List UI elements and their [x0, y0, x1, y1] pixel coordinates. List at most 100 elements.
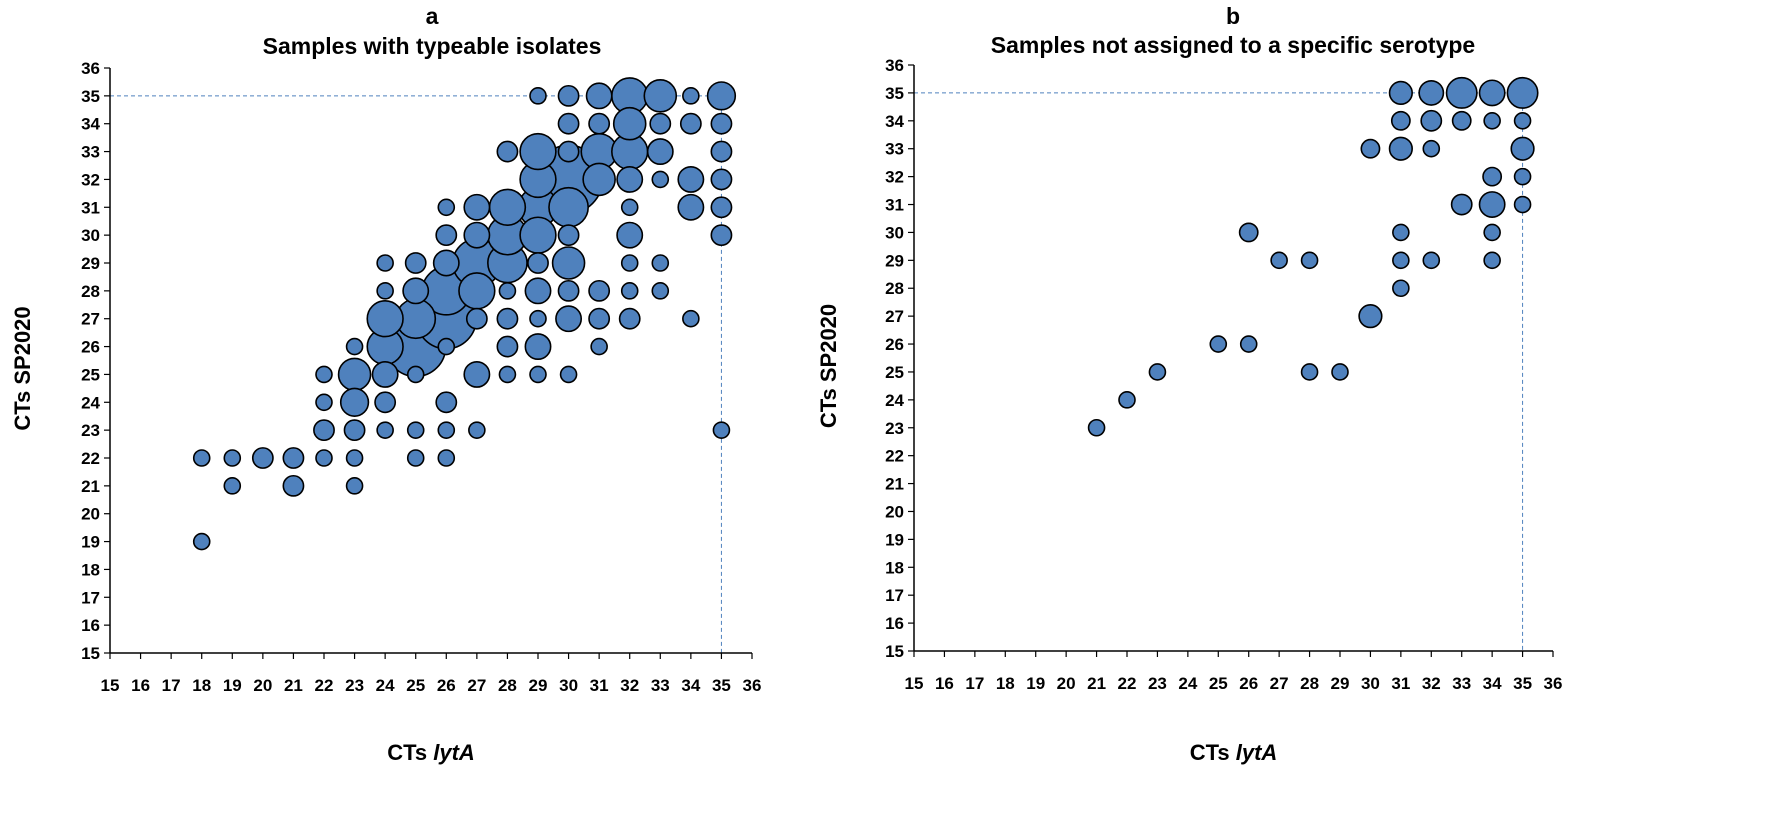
x-tick-label: 24 [1178, 674, 1197, 693]
y-tick-label: 24 [885, 391, 904, 410]
bubble-point [548, 186, 589, 228]
panel-label: a [426, 3, 439, 29]
x-tick-label: 27 [467, 676, 486, 695]
x-tick-label: 33 [651, 676, 670, 695]
bubble-point [282, 474, 305, 497]
bubble-point [710, 224, 733, 247]
x-tick-label: 18 [192, 676, 211, 695]
bubble-point [620, 254, 639, 272]
bubble-point [1478, 79, 1506, 107]
bubble-point [710, 112, 733, 135]
bubble-point [1087, 418, 1106, 437]
y-tick-label: 16 [885, 614, 904, 633]
x-tick-label: 17 [162, 676, 181, 695]
bubble-point [1388, 136, 1413, 161]
bubble-point [557, 224, 580, 247]
bubble-point [1392, 279, 1410, 298]
bubble-point [679, 112, 702, 135]
bubble-point [404, 252, 427, 274]
bubble-point [677, 193, 705, 221]
bubble-point [1483, 112, 1501, 130]
bubble-point [1513, 167, 1532, 186]
bubble-point [1483, 223, 1501, 242]
bubble-point [1239, 335, 1258, 353]
bubble-point [588, 307, 611, 330]
bubble-point [1418, 79, 1445, 106]
bubble-point [616, 165, 644, 193]
bubble-point [585, 82, 613, 110]
bubble-point [527, 252, 549, 274]
bubble-point [1510, 136, 1535, 161]
x-tick-label: 31 [1391, 674, 1410, 693]
bubble-point [559, 365, 578, 384]
bubble-point [588, 279, 611, 302]
bubble-point [406, 365, 425, 384]
y-tick-label: 23 [885, 419, 904, 438]
bubble-point [529, 365, 547, 384]
bubble-point [1483, 251, 1501, 270]
bubble-point [1422, 139, 1441, 158]
y-tick-label: 31 [885, 196, 904, 215]
panel-label: b [1226, 3, 1240, 29]
bubble-point [282, 447, 305, 469]
x-tick-label: 15 [905, 674, 924, 693]
chart-title: Samples not assigned to a specific serot… [991, 32, 1475, 58]
bubble-point [682, 87, 700, 105]
x-tick-label: 24 [376, 676, 395, 695]
bubble-point [498, 365, 517, 384]
y-tick-label: 34 [885, 112, 904, 131]
y-tick-label: 33 [81, 143, 100, 162]
bubble-point [643, 79, 678, 113]
y-tick-label: 36 [885, 56, 904, 75]
bubble-point [339, 387, 370, 417]
bubble-point [402, 277, 430, 305]
bubble-point [437, 198, 456, 217]
panel-a: a Samples with typeable isolates 15 16 17 18 1… [10, 3, 761, 765]
bubble-point [557, 279, 580, 302]
y-tick-label: 28 [81, 282, 100, 301]
y-axis-label: CTs SP2020 [10, 306, 35, 430]
y-tick-label: 30 [81, 226, 100, 245]
bubble-point [435, 224, 458, 247]
y-tick-label: 31 [81, 198, 100, 217]
x-tick-label: 36 [1544, 674, 1563, 693]
x-axis-label-text: CTs [387, 740, 433, 765]
x-tick-label: 29 [529, 676, 548, 695]
bubble-point [1392, 223, 1410, 242]
bubble-point [1451, 110, 1472, 131]
bubble-point [651, 170, 670, 189]
bubble-point [496, 307, 519, 330]
bubble-point [524, 333, 552, 361]
x-tick-label: 34 [1483, 674, 1502, 693]
x-tick-label: 25 [1209, 674, 1228, 693]
y-tick-label: 15 [885, 642, 904, 661]
bubble-point [376, 421, 394, 439]
bubble-point [557, 140, 580, 163]
bubble-point [616, 221, 644, 249]
bubble-point [437, 449, 456, 467]
bubble-point [463, 360, 491, 388]
y-tick-label: 29 [81, 254, 100, 273]
y-tick-label: 34 [81, 115, 100, 134]
bubble-point [371, 360, 399, 388]
y-tick-label: 19 [81, 533, 100, 552]
bubble-point [590, 337, 608, 356]
x-tick-label: 18 [996, 674, 1015, 693]
y-tick-label: 32 [81, 170, 100, 189]
x-tick-label: 19 [1026, 674, 1045, 693]
y-tick-label: 35 [885, 84, 904, 103]
bubble-point [1331, 363, 1349, 381]
bubble-point [432, 249, 460, 277]
y-tick-label: 18 [885, 558, 904, 577]
bubble-point [1450, 193, 1473, 216]
bubble-point [651, 254, 670, 272]
y-tick-label: 30 [885, 223, 904, 242]
bubble-point [1118, 391, 1136, 409]
x-tick-label: 15 [101, 676, 120, 695]
bubble-point [710, 196, 733, 219]
y-tick-label: 32 [885, 168, 904, 187]
bubble-point [435, 391, 458, 414]
y-tick-label: 25 [885, 363, 904, 382]
